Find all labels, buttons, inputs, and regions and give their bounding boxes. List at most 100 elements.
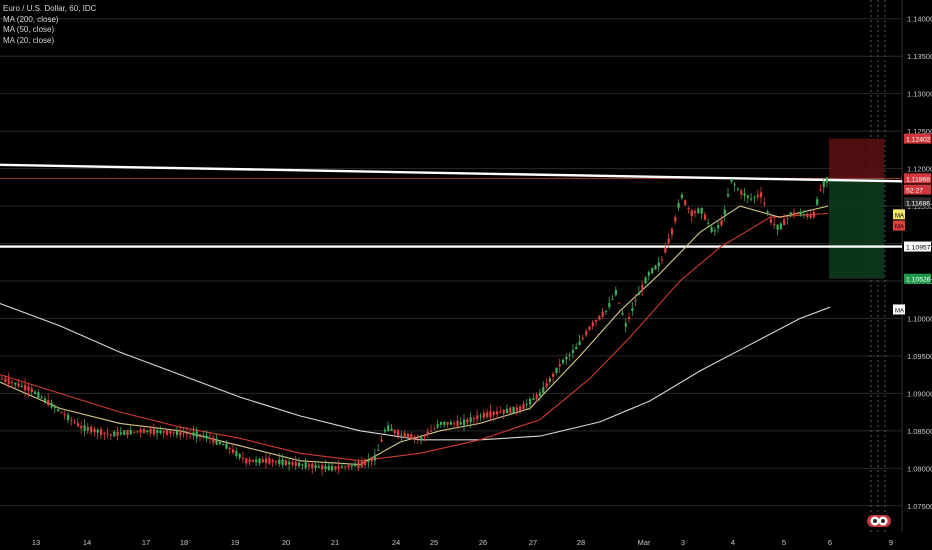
candle-body xyxy=(637,292,641,296)
candle-body xyxy=(370,457,373,462)
candle-body xyxy=(641,284,644,290)
candle-body xyxy=(776,224,779,230)
candle-body xyxy=(552,373,555,377)
candle-body xyxy=(261,459,264,463)
y-tick-label: 1.08000 xyxy=(907,464,932,473)
candle-body xyxy=(406,433,410,439)
candle-body xyxy=(317,466,320,468)
legend-ma50[interactable]: MA (50, close) xyxy=(3,25,55,34)
candle-body xyxy=(733,184,736,186)
price-tag-label: 1.10957 xyxy=(906,245,931,252)
candle-body xyxy=(50,402,53,408)
candle-body xyxy=(172,432,175,434)
candle-body xyxy=(67,414,70,421)
candle-body xyxy=(324,466,327,470)
candle-body xyxy=(291,462,294,465)
candle-body xyxy=(354,464,357,467)
candle-body xyxy=(251,459,254,462)
candle-body xyxy=(149,428,152,434)
y-tick-label: 1.13000 xyxy=(907,90,932,99)
candle-body xyxy=(90,426,93,433)
candle-body xyxy=(367,459,370,462)
x-tick-label: 20 xyxy=(282,538,290,547)
ma200-line xyxy=(0,302,831,441)
candle-body xyxy=(185,433,188,435)
candle-body xyxy=(624,323,627,327)
legend-ma20[interactable]: MA (20, close) xyxy=(3,35,55,45)
candle-body xyxy=(159,430,162,434)
candle-body xyxy=(430,430,433,432)
x-tick-label: 19 xyxy=(231,538,239,547)
candle-body xyxy=(179,430,182,436)
candle-body xyxy=(446,422,449,425)
candle-body xyxy=(697,208,700,214)
candle-body xyxy=(816,199,819,205)
candle-body xyxy=(631,307,634,311)
price-tag-label: 1.12402 xyxy=(906,137,931,144)
candle-body xyxy=(743,193,746,196)
candle-body xyxy=(133,431,136,433)
candle-body xyxy=(7,378,10,384)
candle-body xyxy=(199,434,202,436)
candle-body xyxy=(228,447,231,450)
candle-body xyxy=(713,230,716,232)
candle-body xyxy=(674,216,677,222)
candle-body xyxy=(340,466,344,468)
price-tag xyxy=(904,273,931,284)
candle-body xyxy=(505,408,509,414)
candle-body xyxy=(93,428,96,433)
candle-body xyxy=(403,432,406,438)
candle-body xyxy=(225,443,228,449)
candle-body xyxy=(387,425,390,431)
symbol-title: Euro / U.S. Dollar, 60, IDC xyxy=(3,4,97,13)
candle-body xyxy=(27,386,30,391)
candle-body xyxy=(350,465,353,467)
candle-body xyxy=(139,429,142,433)
candle-body xyxy=(796,213,799,215)
price-tag-label: 1.11868 xyxy=(906,176,930,183)
x-tick-label: 6 xyxy=(828,538,832,547)
candle-body xyxy=(80,425,83,429)
candle-body xyxy=(433,428,436,430)
candle-body xyxy=(380,439,383,442)
candle-body xyxy=(717,224,720,229)
legend-ma200[interactable]: MA (200, close) xyxy=(3,14,59,24)
candle-body xyxy=(83,425,86,431)
candle-body xyxy=(43,398,47,402)
y-tick-label: 1.13500 xyxy=(907,52,932,61)
candle-body xyxy=(591,322,594,327)
candle-body xyxy=(426,431,429,435)
candle-body xyxy=(548,378,551,382)
candle-body xyxy=(212,437,215,443)
price-tag xyxy=(904,184,931,195)
candle-body xyxy=(614,290,617,296)
candle-body xyxy=(70,419,73,421)
candle-body xyxy=(694,211,697,213)
candle-body xyxy=(595,319,598,322)
candle-body xyxy=(152,428,155,435)
candle-body xyxy=(760,192,763,198)
candle-body xyxy=(17,383,20,387)
candle-body xyxy=(710,226,713,232)
candle-body xyxy=(377,450,380,452)
candle-body xyxy=(294,461,297,466)
candle-body xyxy=(443,421,446,425)
candle-body xyxy=(730,178,733,182)
x-tick-label: 9 xyxy=(889,538,893,547)
stop-loss-zone xyxy=(829,138,884,179)
candle-body xyxy=(479,415,482,417)
candle-body xyxy=(37,392,40,399)
candle-body xyxy=(565,356,568,360)
candle-body xyxy=(453,423,456,425)
candle-body xyxy=(512,406,515,413)
ma-tag xyxy=(893,209,905,220)
candle-body xyxy=(822,181,825,187)
candle-body xyxy=(611,298,614,300)
y-tick-label: 1.12000 xyxy=(907,165,932,174)
candle-body xyxy=(192,432,195,436)
candle-body xyxy=(806,213,809,218)
take-profit-zone xyxy=(829,178,884,279)
candle-body xyxy=(687,208,690,210)
candle-body xyxy=(30,388,33,393)
